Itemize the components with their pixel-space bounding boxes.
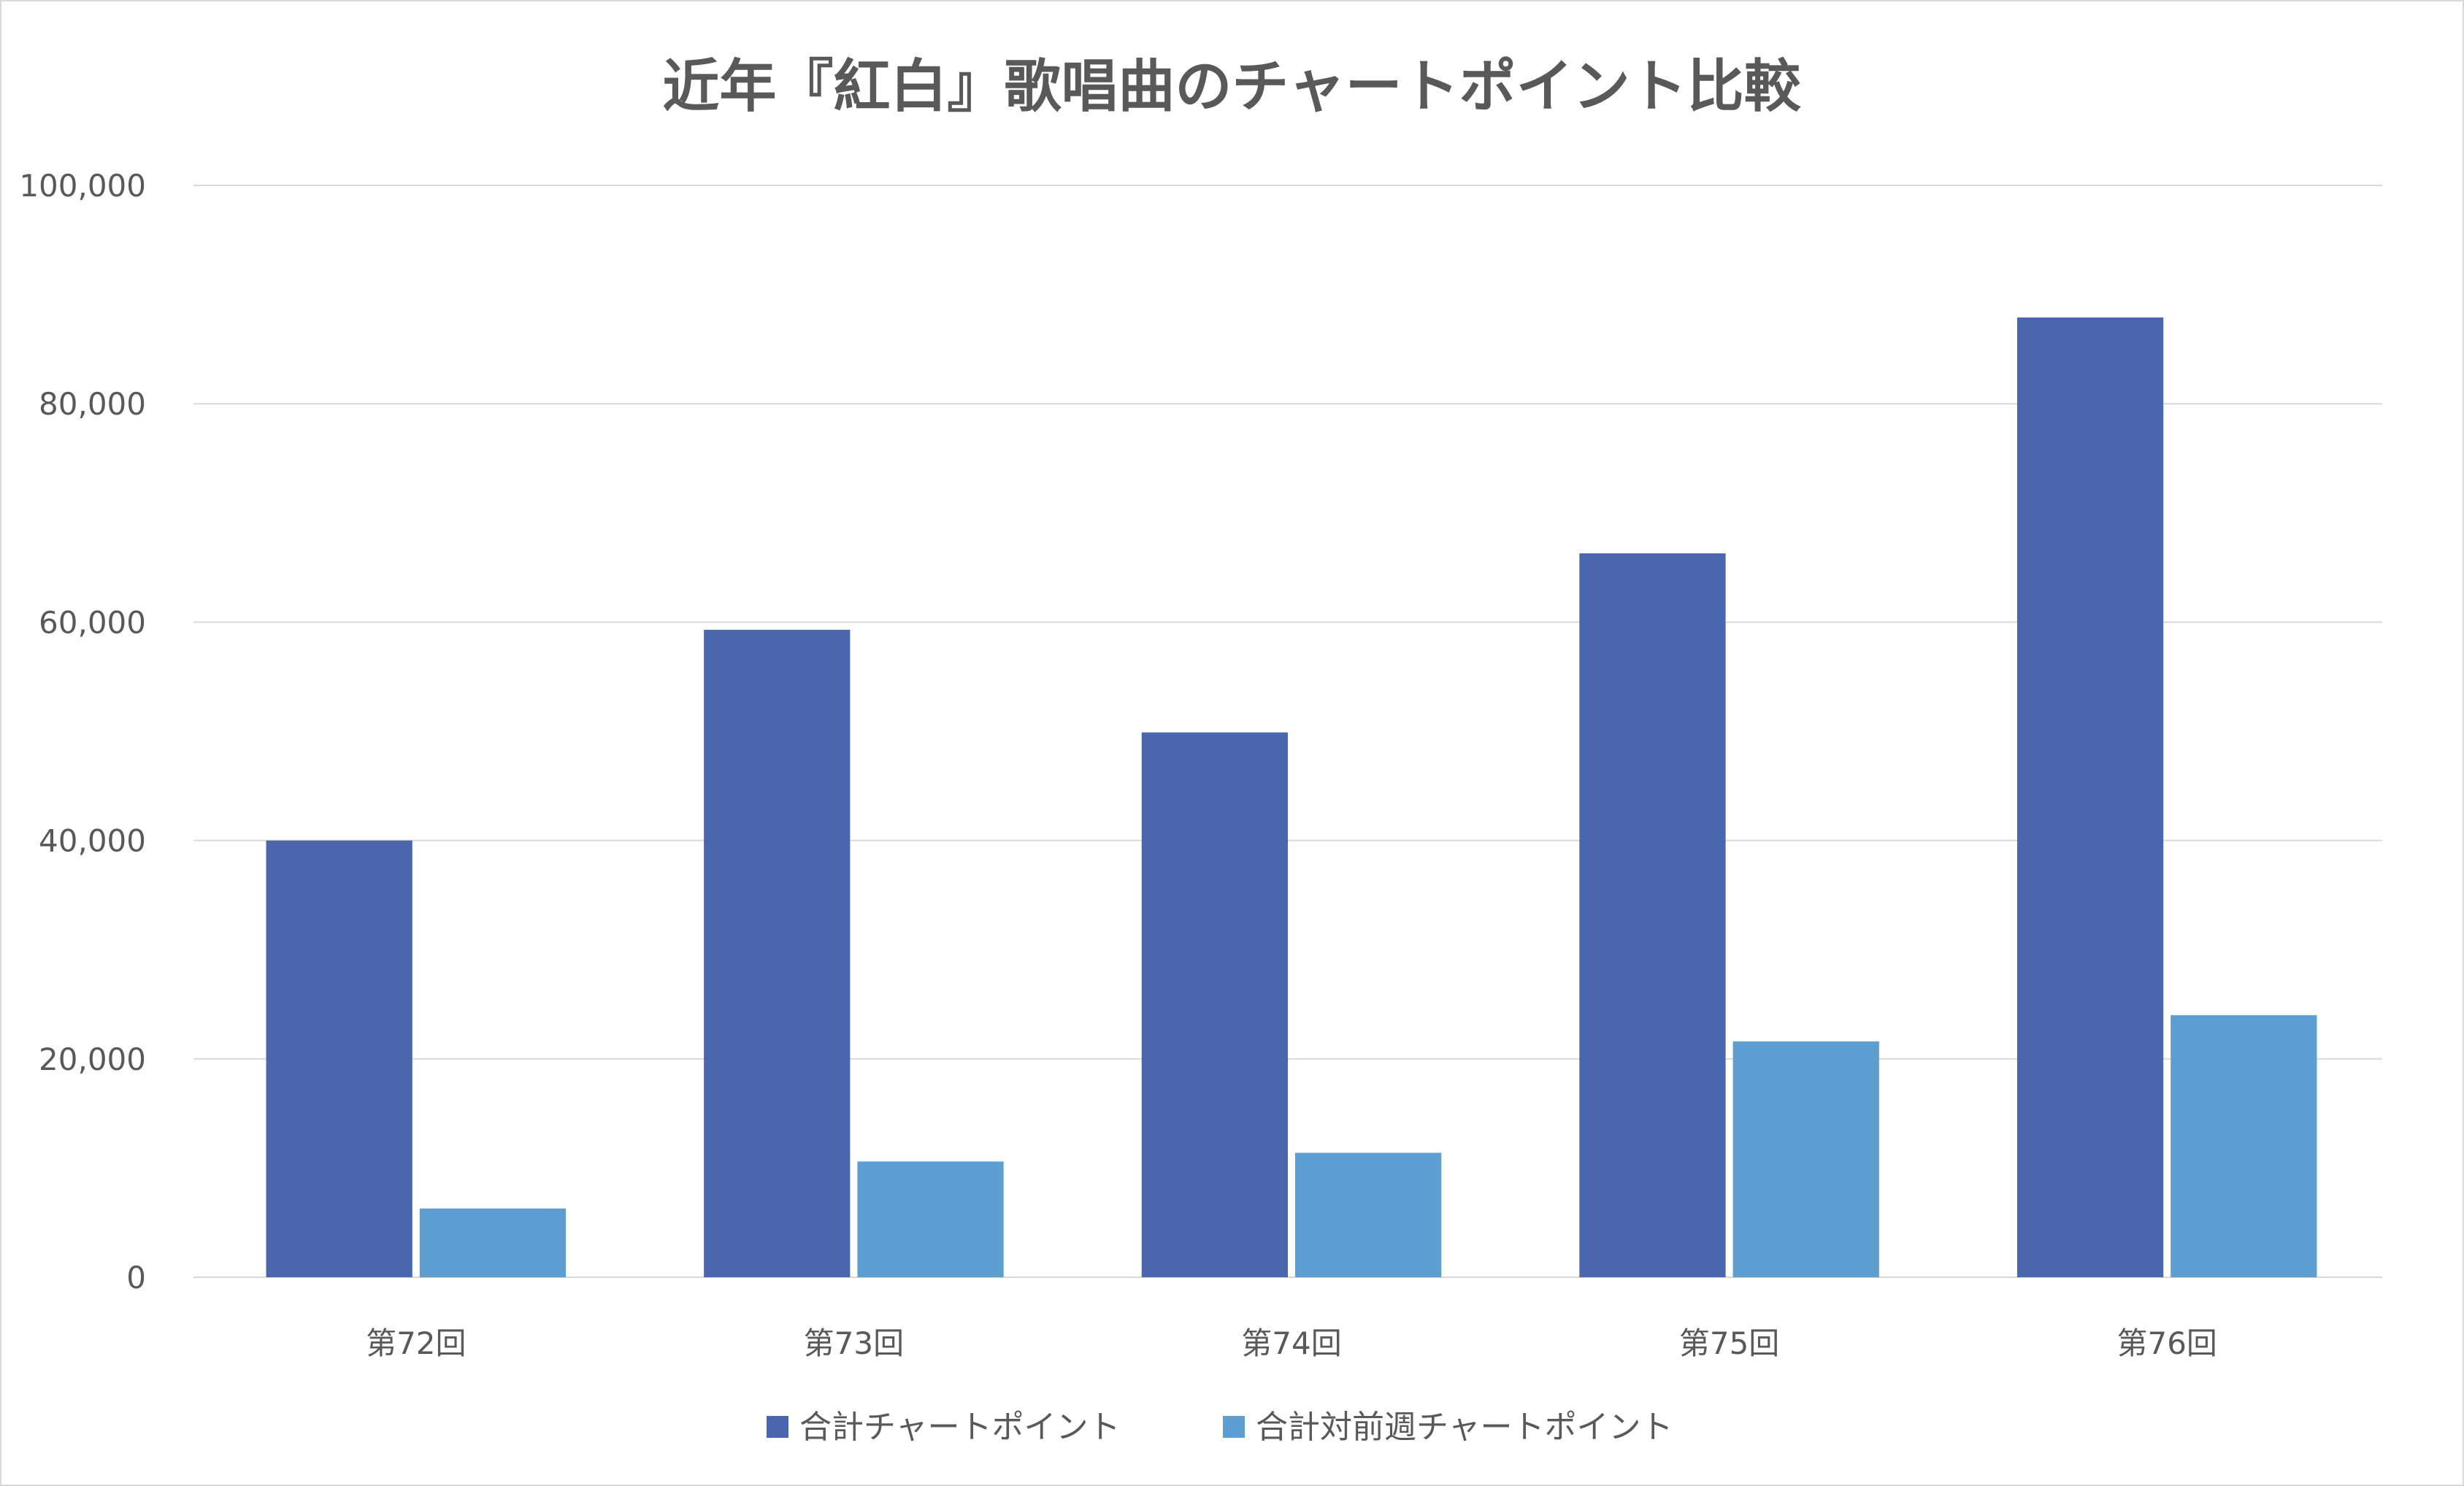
bar-total-1 — [704, 629, 851, 1277]
y-tick-label: 20,000 — [39, 1042, 146, 1077]
y-tick-label: 60,000 — [39, 604, 146, 640]
bar-weekly-2 — [1295, 1152, 1442, 1277]
bar-weekly-4 — [2171, 1015, 2317, 1277]
y-tick-label: 100,000 — [19, 168, 146, 204]
legend-label: 合計対前週チャートポイント — [1256, 1409, 1673, 1446]
legend-swatch — [767, 1416, 788, 1438]
bar-weekly-1 — [857, 1161, 1004, 1277]
legend: 合計チャートポイント 合計対前週チャートポイント — [767, 1409, 1673, 1446]
bar-total-3 — [1579, 553, 1726, 1277]
bar-total-0 — [266, 840, 412, 1277]
bar-weekly-0 — [419, 1208, 567, 1277]
x-tick-label: 第74回 — [1241, 1325, 1341, 1361]
chart-title: 近年『紅白』歌唱曲のチャートポイント比較 — [662, 54, 1801, 120]
legend-swatch — [1223, 1416, 1245, 1438]
x-axis-ticks: 第72回 第73回 第74回 第75回 第76回 — [366, 1325, 2217, 1361]
x-tick-label: 第76回 — [2116, 1325, 2217, 1361]
bars — [266, 317, 2317, 1277]
x-tick-label: 第73回 — [804, 1325, 904, 1361]
bar-total-2 — [1141, 732, 1288, 1277]
x-tick-label: 第75回 — [1679, 1325, 1779, 1361]
y-axis-ticks: 0 20,000 40,000 60,000 80,000 100,000 — [19, 168, 146, 1296]
y-tick-label: 80,000 — [39, 386, 146, 422]
legend-label: 合計チャートポイント — [799, 1409, 1121, 1446]
y-tick-label: 40,000 — [39, 823, 146, 859]
bar-weekly-3 — [1732, 1041, 1879, 1277]
x-tick-label: 第72回 — [366, 1325, 466, 1361]
bar-total-4 — [2016, 317, 2164, 1277]
y-tick-label: 0 — [126, 1260, 146, 1296]
